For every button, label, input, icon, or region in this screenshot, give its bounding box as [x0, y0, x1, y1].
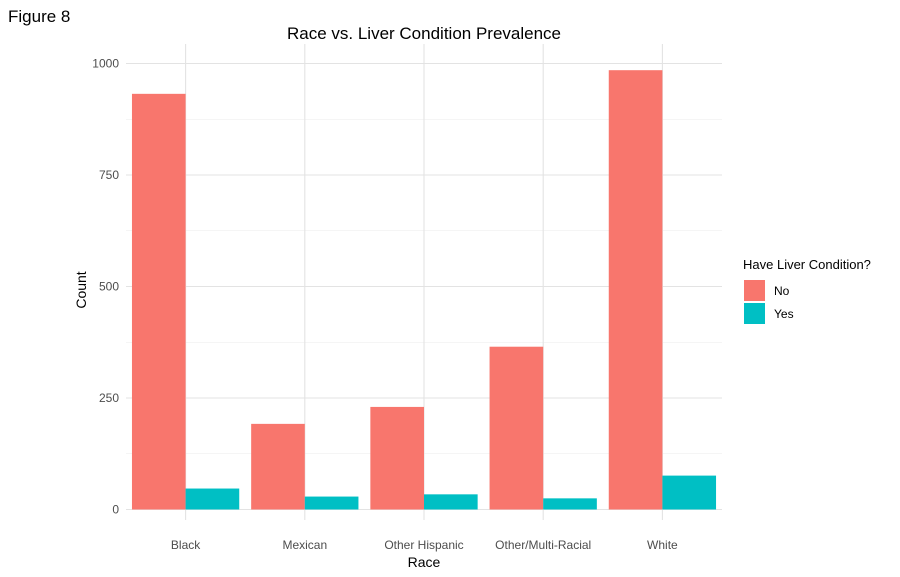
x-tick-label: White: [647, 538, 678, 552]
bar-no-mexican: [251, 423, 305, 510]
bar-yes-black: [185, 488, 240, 510]
x-tick-label: Other Hispanic: [384, 538, 463, 552]
y-tick-label: 1000: [92, 57, 119, 71]
x-axis-ticks: Black Mexican Other Hispanic Other/Multi-Ra…: [171, 538, 678, 552]
legend-label-no: No: [774, 284, 790, 298]
legend: Have Liver Condition? No Yes: [743, 257, 871, 324]
legend-title: Have Liver Condition?: [743, 257, 871, 272]
y-axis-title: Count: [73, 271, 89, 308]
bar-yes-other-hispanic: [424, 494, 478, 510]
legend-key-no: [744, 280, 765, 301]
x-tick-label: Black: [171, 538, 201, 552]
y-axis-ticks: 0 250 500 750 1000: [92, 57, 119, 517]
x-tick-label: Other/Multi-Racial: [495, 538, 591, 552]
bar-yes-white: [662, 475, 717, 510]
y-tick-label: 250: [99, 391, 119, 405]
legend-label-yes: Yes: [774, 307, 794, 321]
bars: [131, 70, 717, 510]
legend-key-yes: [744, 303, 765, 324]
bar-yes-other-multi-racial: [543, 498, 597, 510]
bar-yes-mexican: [304, 496, 359, 510]
x-axis-title: Race: [408, 554, 441, 570]
bar-no-white: [608, 70, 663, 510]
chart-title: Race vs. Liver Condition Prevalence: [287, 24, 561, 43]
bar-no-other-hispanic: [370, 406, 424, 510]
y-tick-label: 500: [99, 280, 119, 294]
y-tick-label: 0: [112, 503, 119, 517]
bar-no-black: [131, 93, 186, 510]
x-tick-label: Mexican: [282, 538, 327, 552]
bar-no-other-multi-racial: [489, 346, 544, 510]
y-tick-label: 750: [99, 168, 119, 182]
figure-label: Figure 8: [8, 7, 71, 26]
